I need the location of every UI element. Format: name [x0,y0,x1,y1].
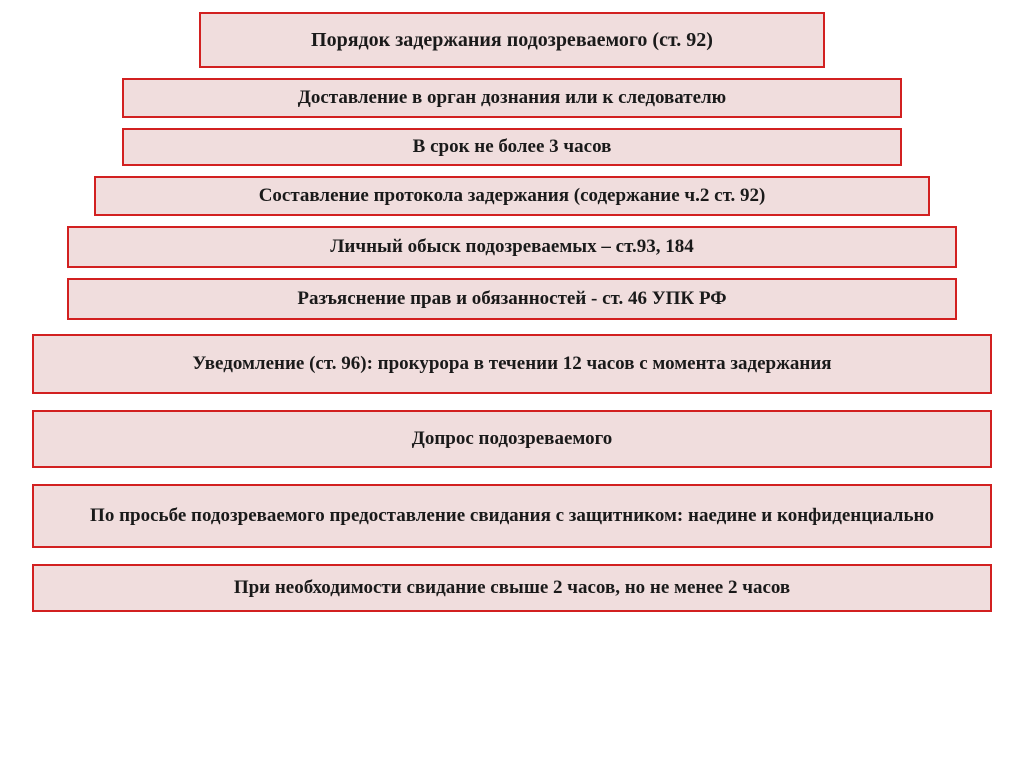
step-text-7: Допрос подозреваемого [412,428,612,450]
step-box-2: В срок не более 3 часов [122,128,902,166]
title-box: Порядок задержания подозреваемого (ст. 9… [199,12,825,68]
step-box-3: Составление протокола задержания (содерж… [94,176,930,216]
step-box-8: По просьбе подозреваемого предоставление… [32,484,992,548]
step-box-6: Уведомление (ст. 96): прокурора в течени… [32,334,992,394]
step-text-9: При необходимости свидание свыше 2 часов… [234,577,790,599]
step-text-1: Доставление в орган дознания или к следо… [298,87,726,109]
title-text: Порядок задержания подозреваемого (ст. 9… [311,29,713,52]
step-box-5: Разъяснение прав и обязанностей - ст. 46… [67,278,957,320]
step-text-3: Составление протокола задержания (содерж… [259,185,766,207]
step-box-9: При необходимости свидание свыше 2 часов… [32,564,992,612]
step-text-6: Уведомление (ст. 96): прокурора в течени… [192,353,831,375]
step-text-2: В срок не более 3 часов [413,136,612,158]
step-box-1: Доставление в орган дознания или к следо… [122,78,902,118]
step-box-4: Личный обыск подозреваемых – ст.93, 184 [67,226,957,268]
step-text-4: Личный обыск подозреваемых – ст.93, 184 [330,236,693,258]
diagram-container: Порядок задержания подозреваемого (ст. 9… [20,12,1004,612]
step-box-7: Допрос подозреваемого [32,410,992,468]
step-text-8: По просьбе подозреваемого предоставление… [90,503,934,529]
step-text-5: Разъяснение прав и обязанностей - ст. 46… [297,288,726,310]
